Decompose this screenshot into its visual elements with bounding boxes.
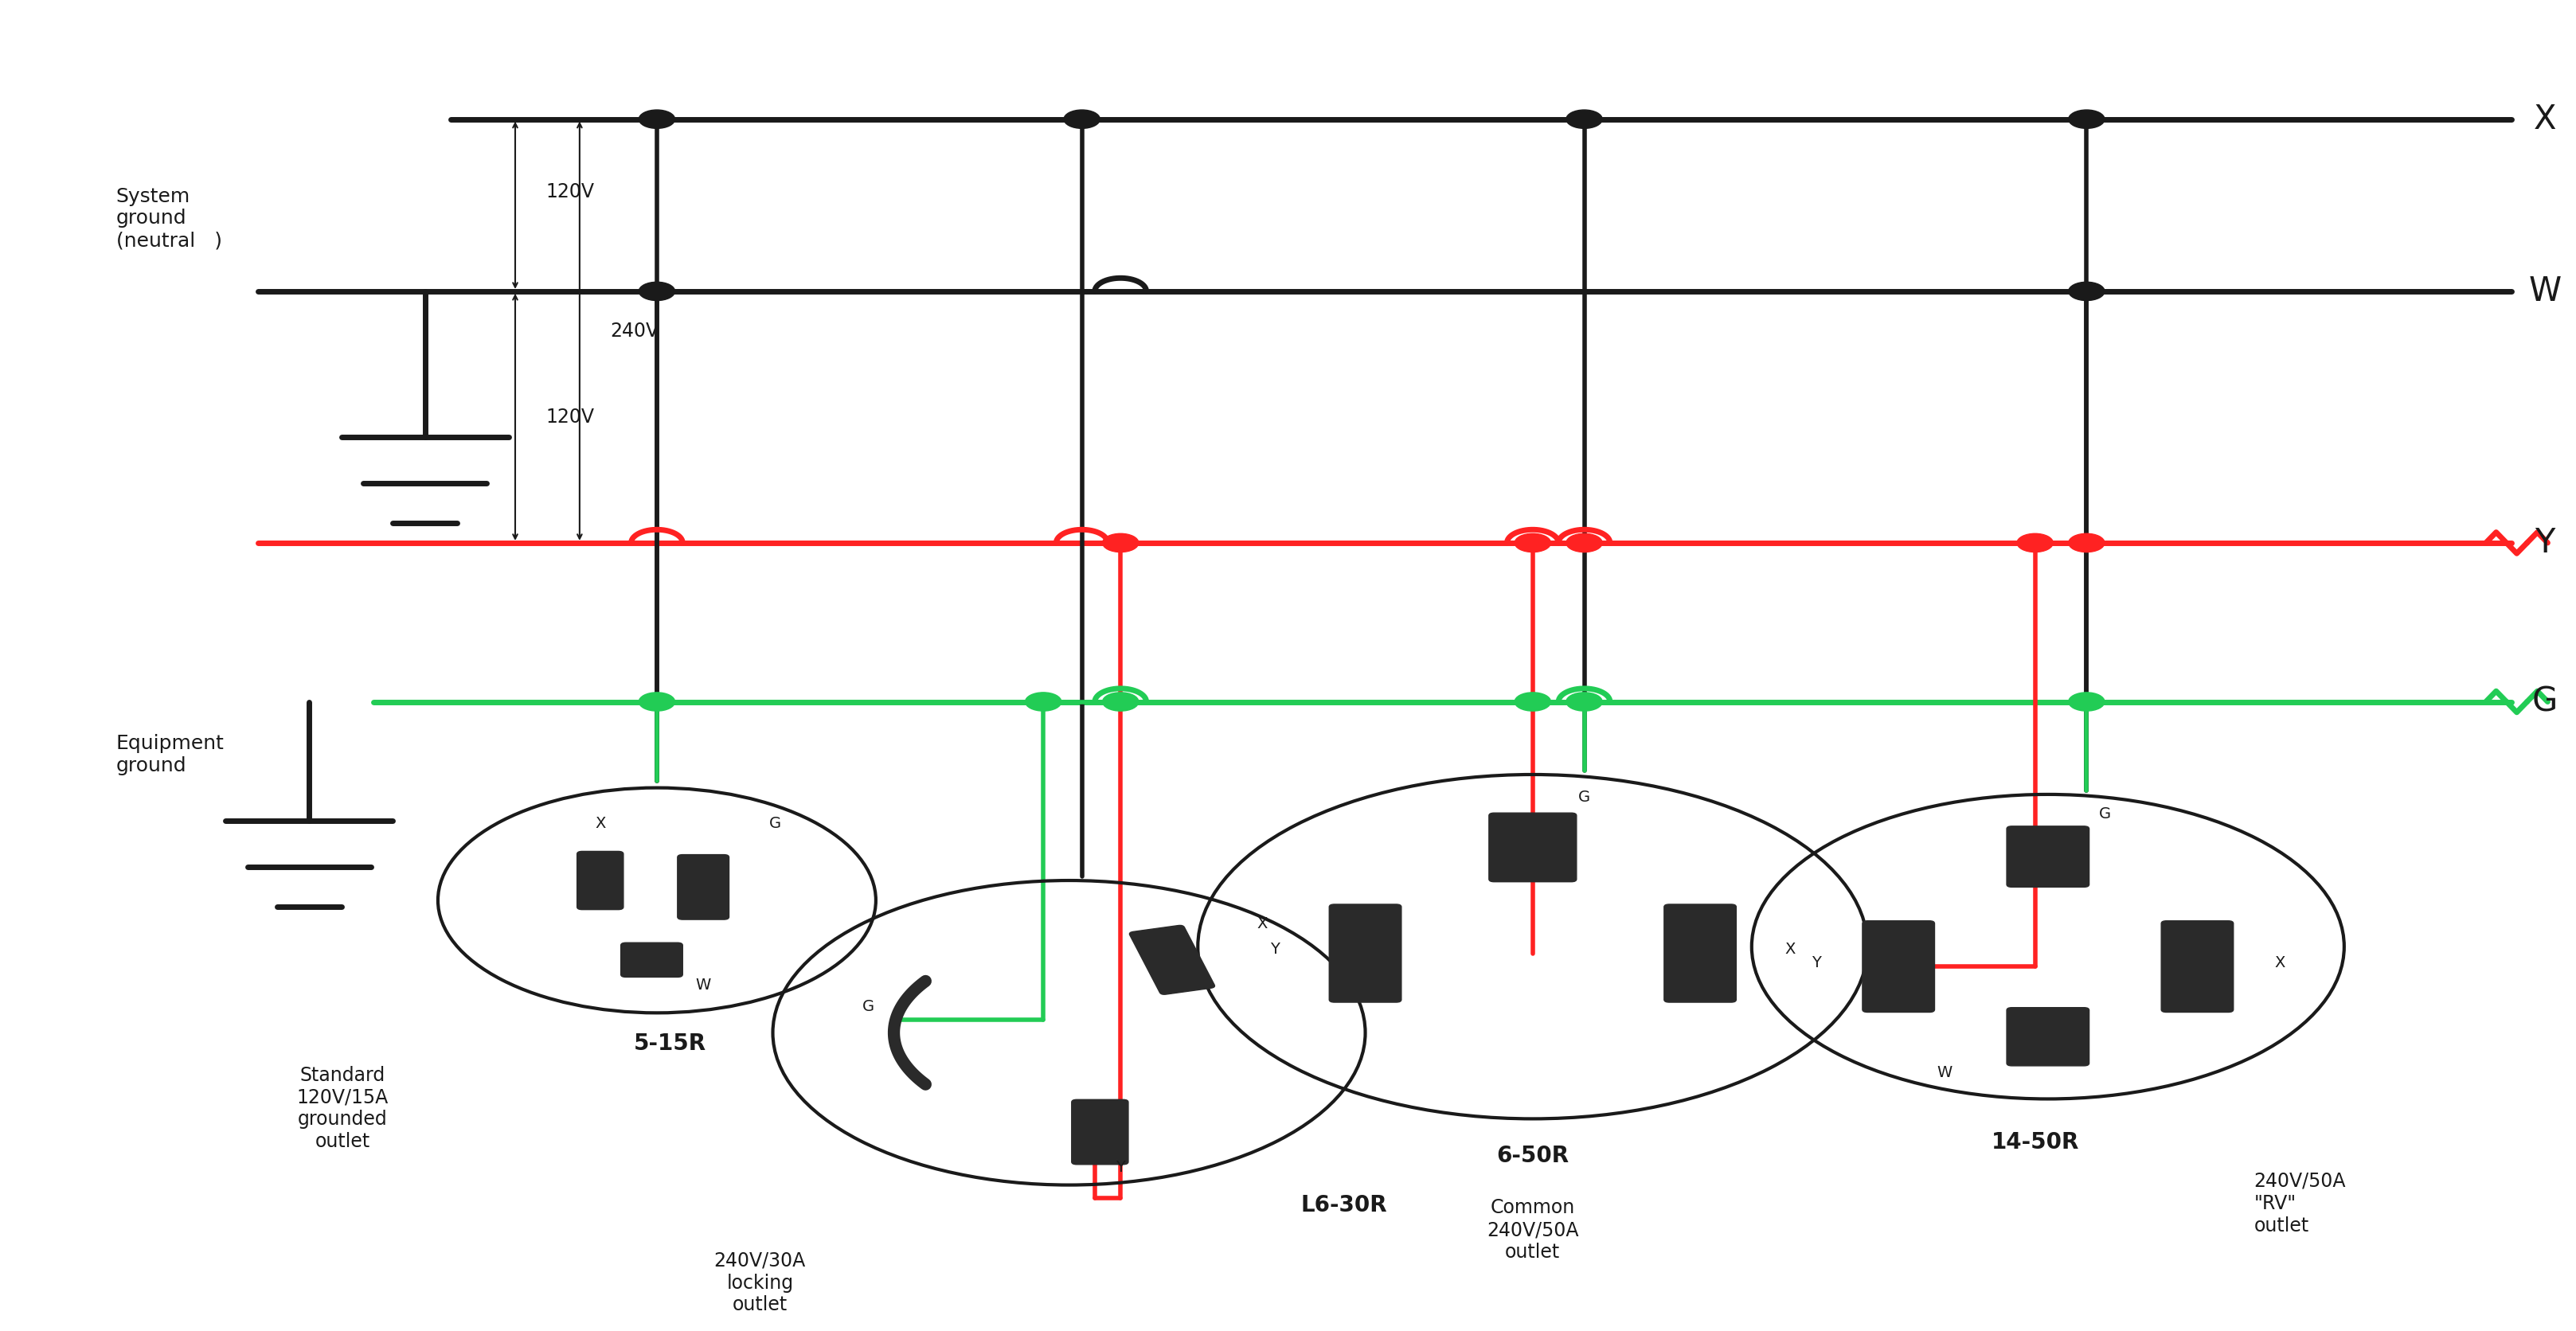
Text: Y: Y: [1115, 1161, 1126, 1175]
Circle shape: [1566, 110, 1602, 128]
Text: X: X: [1257, 917, 1267, 932]
Text: G: G: [2099, 807, 2110, 821]
FancyBboxPatch shape: [1329, 904, 1401, 1002]
FancyBboxPatch shape: [1862, 921, 1935, 1012]
Text: 240V: 240V: [611, 322, 659, 341]
Circle shape: [1515, 692, 1551, 711]
Text: G: G: [770, 816, 781, 831]
FancyBboxPatch shape: [2161, 921, 2233, 1012]
Circle shape: [1566, 534, 1602, 552]
Text: Y: Y: [1270, 942, 1280, 957]
Circle shape: [2069, 282, 2105, 301]
Text: X: X: [595, 816, 605, 831]
Text: G: G: [863, 998, 873, 1014]
Circle shape: [2069, 692, 2105, 711]
Text: 6-50R: 6-50R: [1497, 1145, 1569, 1167]
Circle shape: [639, 282, 675, 301]
Circle shape: [639, 110, 675, 128]
Circle shape: [2069, 110, 2105, 128]
Text: System
ground
(neutral   ): System ground (neutral ): [116, 186, 222, 250]
FancyBboxPatch shape: [1489, 813, 1577, 881]
Circle shape: [2069, 534, 2105, 552]
Text: 14-50R: 14-50R: [1991, 1131, 2079, 1154]
Text: X: X: [1785, 942, 1795, 957]
Text: 240V/30A
locking
outlet: 240V/30A locking outlet: [714, 1251, 806, 1315]
Text: 120V: 120V: [546, 182, 595, 201]
Circle shape: [1103, 534, 1139, 552]
FancyBboxPatch shape: [577, 852, 623, 909]
Circle shape: [2017, 534, 2053, 552]
Circle shape: [639, 692, 675, 711]
FancyBboxPatch shape: [621, 942, 683, 977]
Text: L6-30R: L6-30R: [1301, 1194, 1388, 1217]
FancyBboxPatch shape: [1072, 1099, 1128, 1165]
Circle shape: [1064, 110, 1100, 128]
Text: Common
240V/50A
outlet: Common 240V/50A outlet: [1486, 1198, 1579, 1262]
Text: 120V: 120V: [546, 407, 595, 427]
FancyBboxPatch shape: [1128, 925, 1216, 994]
FancyBboxPatch shape: [2007, 1008, 2089, 1066]
Circle shape: [1566, 692, 1602, 711]
Text: Equipment
ground: Equipment ground: [116, 735, 224, 775]
Text: X: X: [2275, 954, 2285, 970]
Text: W: W: [696, 977, 711, 993]
Text: Standard
120V/15A
grounded
outlet: Standard 120V/15A grounded outlet: [296, 1066, 389, 1151]
FancyBboxPatch shape: [1664, 904, 1736, 1002]
Text: W: W: [2530, 274, 2561, 307]
Circle shape: [1515, 534, 1551, 552]
FancyBboxPatch shape: [677, 855, 729, 920]
Text: G: G: [2532, 685, 2558, 719]
Text: 240V/50A
"RV"
outlet: 240V/50A "RV" outlet: [2254, 1171, 2347, 1235]
Text: Y: Y: [2535, 526, 2555, 559]
Text: Y: Y: [1811, 954, 1821, 970]
Text: X: X: [2535, 102, 2555, 136]
Text: 5-15R: 5-15R: [634, 1032, 706, 1054]
Circle shape: [1025, 692, 1061, 711]
Text: W: W: [1937, 1065, 1953, 1079]
Circle shape: [1103, 692, 1139, 711]
Text: G: G: [1579, 789, 1589, 805]
FancyBboxPatch shape: [2007, 827, 2089, 886]
